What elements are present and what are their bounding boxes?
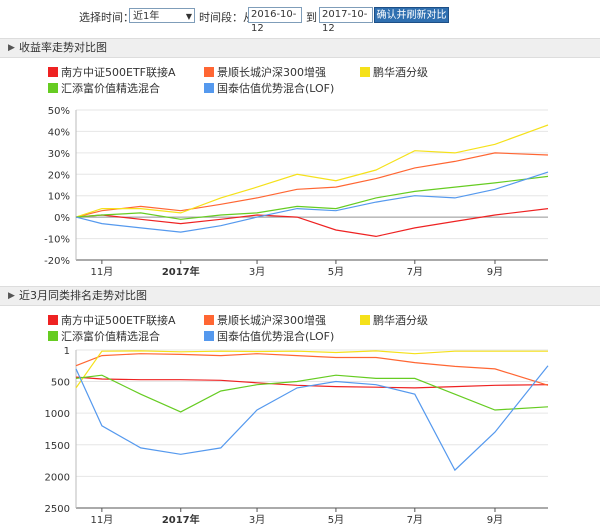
series-line: [75, 350, 548, 389]
series-line: [75, 208, 549, 238]
triangle-bullet-icon: ▶: [8, 291, 15, 301]
y-tick-label: 40%: [48, 127, 70, 138]
legend-item: 南方中证500ETF联接A: [48, 64, 176, 80]
x-tick-label: 11月: [90, 266, 113, 278]
series-line: [75, 365, 549, 472]
x-tick-label: 2017年: [162, 265, 200, 278]
period-select-value: 近1年: [133, 11, 160, 22]
series-line: [75, 353, 549, 386]
x-tick-label: 3月: [249, 514, 265, 526]
x-tick-label: 9月: [487, 266, 503, 278]
x-tick-label: 3月: [249, 266, 265, 278]
section-title-returns: ▶ 收益率走势对比图: [0, 38, 600, 58]
y-tick-label: 50%: [48, 106, 70, 117]
triangle-bullet-icon: ▶: [8, 43, 15, 53]
y-tick-label: 2000: [45, 472, 70, 483]
dropdown-arrow-icon: ▼: [185, 12, 192, 21]
legend-item: 国泰估值优势混合(LOF): [204, 80, 334, 96]
period-select[interactable]: 近1年 ▼: [129, 8, 195, 23]
x-tick-label: 9月: [487, 514, 503, 526]
legend-item: 景顺长城沪深300增强: [204, 64, 326, 80]
y-tick-label: 20%: [48, 170, 70, 181]
y-tick-label: 30%: [48, 149, 70, 160]
x-tick-label: 7月: [407, 514, 423, 526]
series-line: [75, 175, 549, 220]
to-label: 到: [306, 11, 317, 24]
y-tick-label: 1000: [45, 409, 70, 420]
y-tick-label: 0%: [54, 213, 70, 224]
y-tick-label: 500: [51, 378, 70, 389]
section-title-rank-text: 近3月同类排名走势对比图: [19, 289, 147, 302]
y-tick-label: -10%: [44, 235, 70, 246]
returns-chart: 50% 40% 30% 20% 10% 0% -10% -20% 11月 2017年 3月 5月 7月 9…: [44, 106, 549, 278]
section-title-rank: ▶ 近3月同类排名走势对比图: [0, 286, 600, 306]
select-time-label: 选择时间：: [79, 11, 134, 24]
y-tick-label: 1500: [45, 441, 70, 452]
x-tick-label: 11月: [90, 514, 113, 526]
series-line: [75, 171, 549, 233]
y-tick-label: -20%: [44, 256, 70, 267]
y-tick-label: 1: [64, 346, 70, 357]
toolbar: 选择时间： 近1年 ▼ 时间段：从 2016-10-12 到 2017-10-1…: [0, 0, 600, 37]
section-title-returns-text: 收益率走势对比图: [19, 41, 107, 54]
x-tick-label: 5月: [328, 514, 344, 526]
x-tick-label: 7月: [407, 266, 423, 278]
y-tick-label: 2500: [45, 504, 70, 515]
legend-item: 鹏华酒分级: [360, 312, 428, 328]
legend-item: 鹏华酒分级: [360, 64, 428, 80]
confirm-refresh-button[interactable]: 确认并刷新对比图: [374, 7, 449, 37]
x-tick-label: 5月: [328, 266, 344, 278]
legend-item: 南方中证500ETF联接A: [48, 312, 176, 328]
legend-rank: 南方中证500ETF联接A 景顺长城沪深300增强 鹏华酒分级 汇添富价值精选混…: [48, 312, 568, 344]
time-range-label: 时间段：从: [199, 11, 254, 24]
series-line: [75, 376, 549, 389]
legend-returns: 南方中证500ETF联接A 景顺长城沪深300增强 鹏华酒分级 汇添富价值精选混…: [48, 64, 568, 96]
start-date-input[interactable]: 2016-10-12: [248, 7, 302, 34]
x-tick-label: 2017年: [162, 513, 200, 526]
legend-item: 景顺长城沪深300增强: [204, 312, 326, 328]
series-line: [75, 124, 549, 218]
end-date-input[interactable]: 2017-10-12: [319, 7, 373, 34]
legend-item: 国泰估值优势混合(LOF): [204, 328, 334, 344]
legend-item: 汇添富价值精选混合: [48, 328, 160, 344]
y-tick-label: 10%: [48, 192, 70, 203]
series-line: [75, 374, 549, 413]
legend-item: 汇添富价值精选混合: [48, 80, 160, 96]
series-line: [75, 152, 549, 218]
